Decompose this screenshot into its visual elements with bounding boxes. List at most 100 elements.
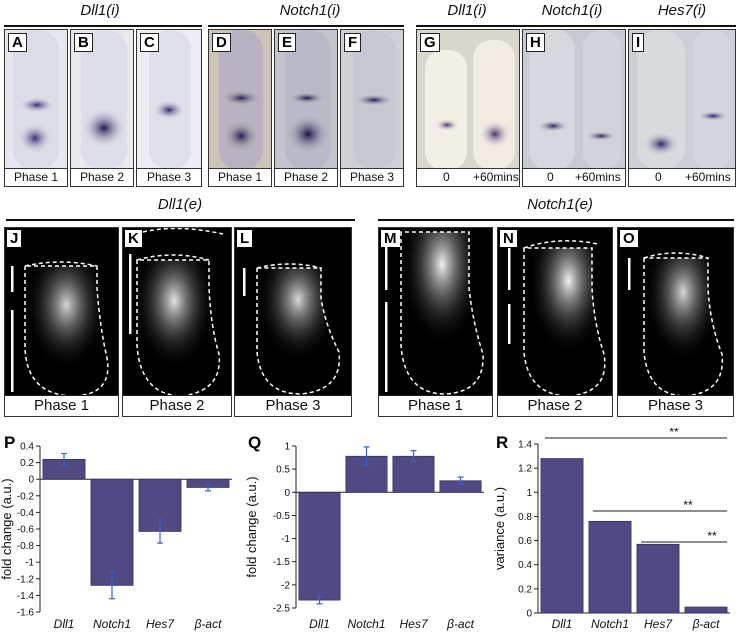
time-left: 0 xyxy=(443,170,450,184)
header-dll1-e-line xyxy=(6,219,355,221)
category-label: β-act xyxy=(692,617,721,631)
y-tick-label: 1.4 xyxy=(518,440,532,451)
bar xyxy=(298,491,341,601)
panel-caption: Phase 1 xyxy=(209,168,271,186)
panel-B: B Phase 2 xyxy=(70,29,134,187)
panel-letter: E xyxy=(278,33,297,52)
panel-caption: Phase 2 xyxy=(71,168,133,186)
category-label: Notch1 xyxy=(591,617,629,631)
category-label: Notch1 xyxy=(93,617,131,631)
y-tick-label: -0.6 xyxy=(17,525,35,536)
panel-caption: Phase 2 xyxy=(275,168,337,186)
y-tick-label: -1 xyxy=(25,558,34,569)
panel-F: F Phase 3 xyxy=(340,29,404,187)
category-label: Dll1 xyxy=(552,617,573,631)
panel-H: H 0 +60mins xyxy=(522,29,626,187)
panel-caption: Phase 1 xyxy=(5,395,118,416)
category-label: Hes7 xyxy=(146,617,175,631)
panel-K: K Phase 2 xyxy=(122,227,232,417)
panel-N: N Phase 2 xyxy=(497,227,613,417)
panel-letter: R xyxy=(496,433,508,452)
header-notch1-i-b: Notch1(i) xyxy=(541,2,603,19)
panel-caption: Phase 3 xyxy=(137,168,201,186)
time-left: 0 xyxy=(655,170,662,184)
header-notch1-i-line xyxy=(208,25,404,27)
panel-caption: Phase 3 xyxy=(341,168,403,186)
panel-letter: F xyxy=(344,33,362,52)
panel-caption: Phase 1 xyxy=(5,168,67,186)
panel-letter: N xyxy=(500,230,517,247)
significance-label: ** xyxy=(669,428,679,439)
panel-G: G 0 +60mins xyxy=(416,29,520,187)
bar xyxy=(90,478,134,586)
panel-letter: I xyxy=(632,33,645,52)
panel-caption: Phase 3 xyxy=(618,395,733,416)
y-tick-label: -2.5 xyxy=(273,604,291,615)
panel-letter: B xyxy=(74,33,93,52)
header-hes7-i: Hes7(i) xyxy=(657,2,707,19)
category-label: β-act xyxy=(446,617,475,631)
panel-O: O Phase 3 xyxy=(617,227,734,417)
y-tick-label: 0.4 xyxy=(518,560,532,571)
panel-letter: C xyxy=(140,33,159,52)
y-tick-label: 0.5 xyxy=(276,465,290,476)
y-tick-label: -1 xyxy=(281,534,290,545)
panel-I: I 0 +60mins xyxy=(628,29,736,187)
y-tick-label: -0.4 xyxy=(17,508,35,519)
panel-caption: Phase 2 xyxy=(123,395,231,416)
panel-letter: J xyxy=(7,230,22,247)
bar xyxy=(684,606,728,614)
y-tick-label: 0.2 xyxy=(20,458,34,469)
y-tick-label: 0.2 xyxy=(518,584,532,595)
y-tick-label: -1.2 xyxy=(17,574,35,585)
category-label: β-act xyxy=(194,617,223,631)
panel-letter: D xyxy=(212,33,231,52)
y-tick-label: 1 xyxy=(526,488,532,499)
time-right: +60mins xyxy=(473,170,519,184)
panel-letter: H xyxy=(526,33,545,52)
y-tick-label: 0 xyxy=(284,488,290,499)
y-tick-label: -2 xyxy=(281,580,290,591)
y-tick-label: -0.5 xyxy=(273,511,291,522)
panel-C: C Phase 3 xyxy=(136,29,202,187)
y-tick-label: 0.8 xyxy=(518,512,532,523)
panel-caption: Phase 3 xyxy=(235,395,351,416)
y-tick-label: -0.8 xyxy=(17,541,35,552)
category-label: Dll1 xyxy=(54,617,75,631)
header-notch1-e-line xyxy=(378,219,734,221)
significance-label: ** xyxy=(683,498,693,512)
header-time-line xyxy=(416,25,736,27)
panel-caption: 0 +60mins xyxy=(523,168,625,186)
panel-caption: Phase 1 xyxy=(379,395,492,416)
time-right: +60mins xyxy=(685,170,731,184)
panel-letter: O xyxy=(620,230,638,247)
bar xyxy=(636,543,680,614)
y-axis-label: fold change (a.u.) xyxy=(0,478,14,579)
y-tick-label: 1 xyxy=(284,442,290,453)
panel-J: J Phase 1 xyxy=(4,227,119,417)
header-dll1-i-line xyxy=(4,25,202,27)
y-tick-label: 0.6 xyxy=(518,536,532,547)
y-axis-label: fold change (a.u.) xyxy=(244,476,259,577)
panel-caption: 0 +60mins xyxy=(417,168,519,186)
y-tick-label: -1.5 xyxy=(273,557,291,568)
panel-letter: M xyxy=(381,230,400,247)
category-label: Hes7 xyxy=(644,617,673,631)
panel-letter: A xyxy=(8,33,27,52)
category-label: Notch1 xyxy=(347,617,385,631)
header-dll1-i-b: Dll1(i) xyxy=(447,2,487,19)
time-left: 0 xyxy=(547,170,554,184)
panel-letter: G xyxy=(420,33,440,52)
y-tick-label: 0 xyxy=(526,609,532,620)
y-tick-label: 0 xyxy=(28,475,34,486)
panel-letter: K xyxy=(125,230,142,247)
panel-letter: P xyxy=(4,433,15,452)
panel-caption: 0 +60mins xyxy=(629,168,735,186)
header-notch1-i: Notch1(i) xyxy=(279,2,341,19)
panel-D: D Phase 1 xyxy=(208,29,272,187)
y-tick-label: -1.4 xyxy=(17,591,35,602)
y-tick-label: 0.4 xyxy=(20,442,34,453)
y-axis-label: variance (a.u.) xyxy=(492,487,507,570)
header-notch1-e: Notch1(e) xyxy=(527,196,593,213)
